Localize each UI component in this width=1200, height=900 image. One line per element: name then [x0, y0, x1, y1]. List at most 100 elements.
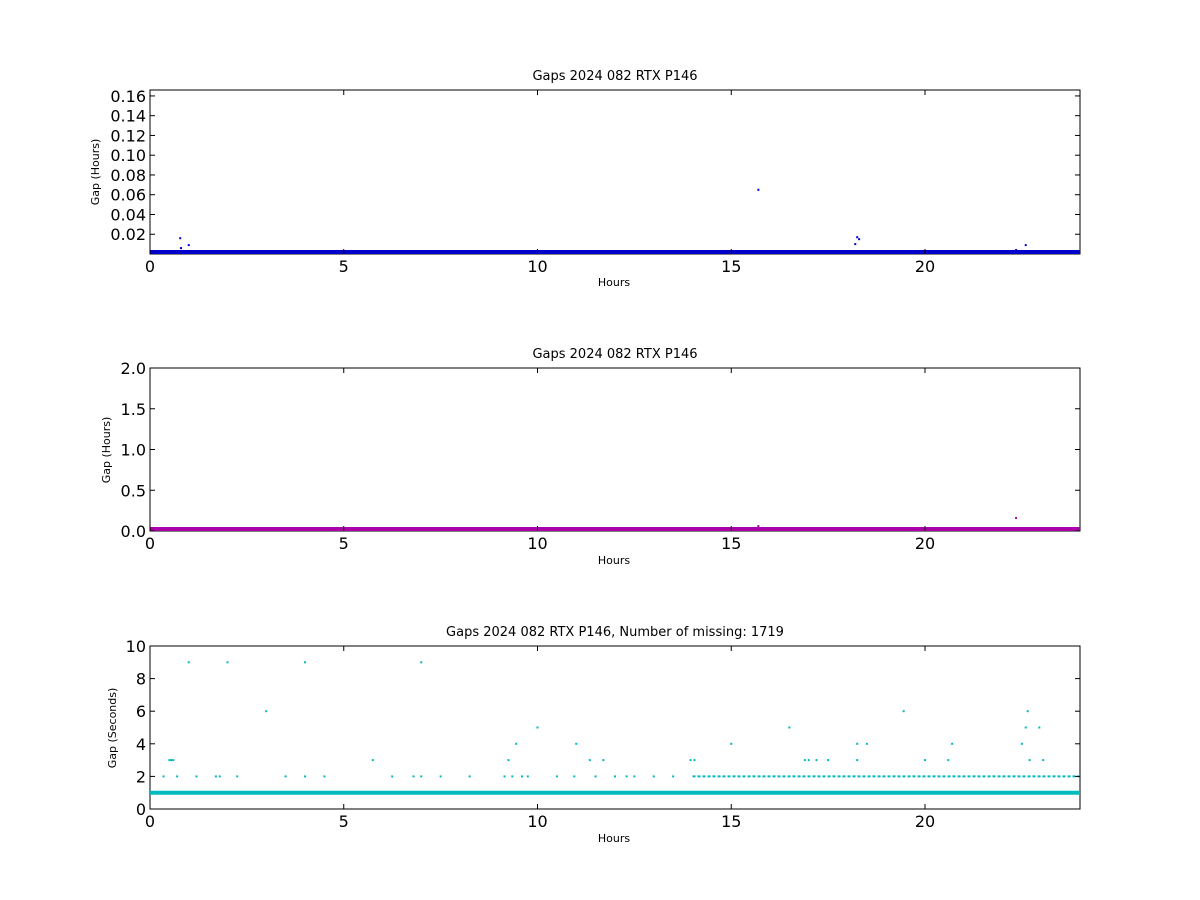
x-tick-label: 20 — [915, 534, 935, 553]
panel-bottom-title: Gaps 2024 082 RTX P146, Number of missin… — [446, 625, 784, 640]
data-point — [947, 759, 950, 762]
data-point — [214, 775, 217, 778]
data-point — [625, 775, 628, 778]
data-point — [420, 661, 423, 664]
data-point — [788, 726, 791, 729]
data-point — [187, 661, 190, 664]
panel-middle-title: Gaps 2024 082 RTX P146 — [532, 347, 697, 362]
data-point — [521, 775, 523, 778]
data-point — [1015, 516, 1018, 519]
data-point — [854, 243, 857, 246]
data-point — [594, 775, 597, 778]
panel-top-plot: 0 5 10 15 20 0.020.040.060.080.100.120.140.16 — [110, 87, 1081, 276]
x-tick-label: 5 — [339, 812, 349, 831]
data-point — [758, 252, 761, 255]
x-tick-label: 20 — [915, 257, 935, 276]
data-point — [757, 525, 760, 528]
data-point — [420, 251, 423, 254]
panel-middle-ylabel: Gap (Hours) — [100, 417, 113, 484]
data-point — [672, 251, 675, 254]
panel-top-xlabel: Hours — [598, 276, 630, 289]
data-point — [614, 775, 616, 778]
y-tick-label: 1.5 — [121, 400, 146, 419]
data-point — [162, 775, 165, 778]
data-point — [304, 661, 306, 664]
data-point — [412, 775, 415, 778]
data-point — [304, 775, 306, 778]
data-point — [468, 775, 471, 778]
panel-middle: Gaps 2024 082 RTX P146 Hours Gap (Hours)… — [100, 347, 1081, 567]
data-point — [902, 710, 905, 713]
data-point — [236, 775, 239, 778]
x-tick-label: 15 — [721, 534, 741, 553]
y-tick-label: 0.14 — [110, 107, 146, 126]
data-point — [172, 759, 175, 762]
panel-top: Gaps 2024 082 RTX P146 Hours Gap (Hours)… — [89, 69, 1081, 289]
y-tick-label: 0 — [136, 800, 146, 819]
data-point — [1020, 742, 1023, 745]
data-point — [757, 188, 760, 191]
panel-top-ylabel: Gap (Hours) — [89, 139, 102, 206]
data-point — [536, 726, 539, 729]
data-point — [195, 775, 198, 778]
y-tick-label: 0.08 — [110, 166, 146, 185]
data-point — [218, 775, 221, 778]
data-point — [1024, 244, 1027, 247]
data-point — [730, 742, 733, 745]
panel-top-title: Gaps 2024 082 RTX P146 — [532, 69, 697, 84]
data-point — [807, 759, 810, 762]
data-point — [689, 759, 692, 762]
data-point — [323, 775, 326, 778]
data-point — [168, 759, 171, 762]
data-point — [865, 742, 868, 745]
data-point — [176, 775, 179, 778]
x-tick-label: 0 — [145, 534, 155, 553]
panel-bottom: Gaps 2024 082 RTX P146, Number of missin… — [106, 625, 1081, 845]
data-point — [588, 759, 591, 762]
x-tick-label: 10 — [527, 257, 547, 276]
data-point — [555, 775, 558, 778]
data-point — [602, 759, 605, 762]
data-point — [180, 247, 182, 250]
y-tick-label: 10 — [126, 637, 146, 656]
data-point — [1028, 759, 1031, 762]
y-tick-label: 8 — [136, 670, 146, 689]
x-tick-label: 10 — [527, 812, 547, 831]
x-tick-label: 15 — [721, 812, 741, 831]
data-point — [827, 759, 830, 762]
data-point — [815, 759, 818, 762]
data-point — [507, 759, 510, 762]
data-point — [1038, 726, 1041, 729]
x-tick-label: 5 — [339, 534, 349, 553]
y-tick-label: 0.0 — [121, 522, 146, 541]
data-point — [575, 742, 578, 745]
data-point — [951, 742, 954, 745]
data-point — [526, 775, 529, 778]
data-point — [1024, 726, 1027, 729]
y-tick-label: 0.5 — [121, 481, 146, 500]
data-point — [511, 775, 514, 778]
panel-bottom-ylabel: Gap (Seconds) — [106, 688, 119, 769]
plot-frame — [149, 645, 1081, 810]
data-point — [515, 742, 518, 745]
data-point — [856, 742, 859, 745]
y-tick-label: 1.0 — [121, 441, 146, 460]
y-tick-label: 0.16 — [110, 87, 146, 106]
data-point — [265, 710, 268, 713]
data-point — [1026, 710, 1029, 713]
x-tick-label: 0 — [145, 257, 155, 276]
data-point — [503, 775, 506, 778]
y-tick-label: 2.0 — [121, 359, 146, 378]
data-point — [652, 775, 655, 778]
panel-bottom-xlabel: Hours — [598, 832, 630, 845]
y-tick-label: 0.02 — [110, 225, 146, 244]
data-point — [858, 238, 861, 241]
data-point — [594, 251, 597, 254]
data-point — [226, 661, 229, 664]
y-tick-label: 0.04 — [110, 205, 146, 224]
data-point — [497, 251, 500, 254]
data-point — [180, 250, 183, 253]
data-point — [856, 236, 859, 239]
data-point — [439, 775, 442, 778]
